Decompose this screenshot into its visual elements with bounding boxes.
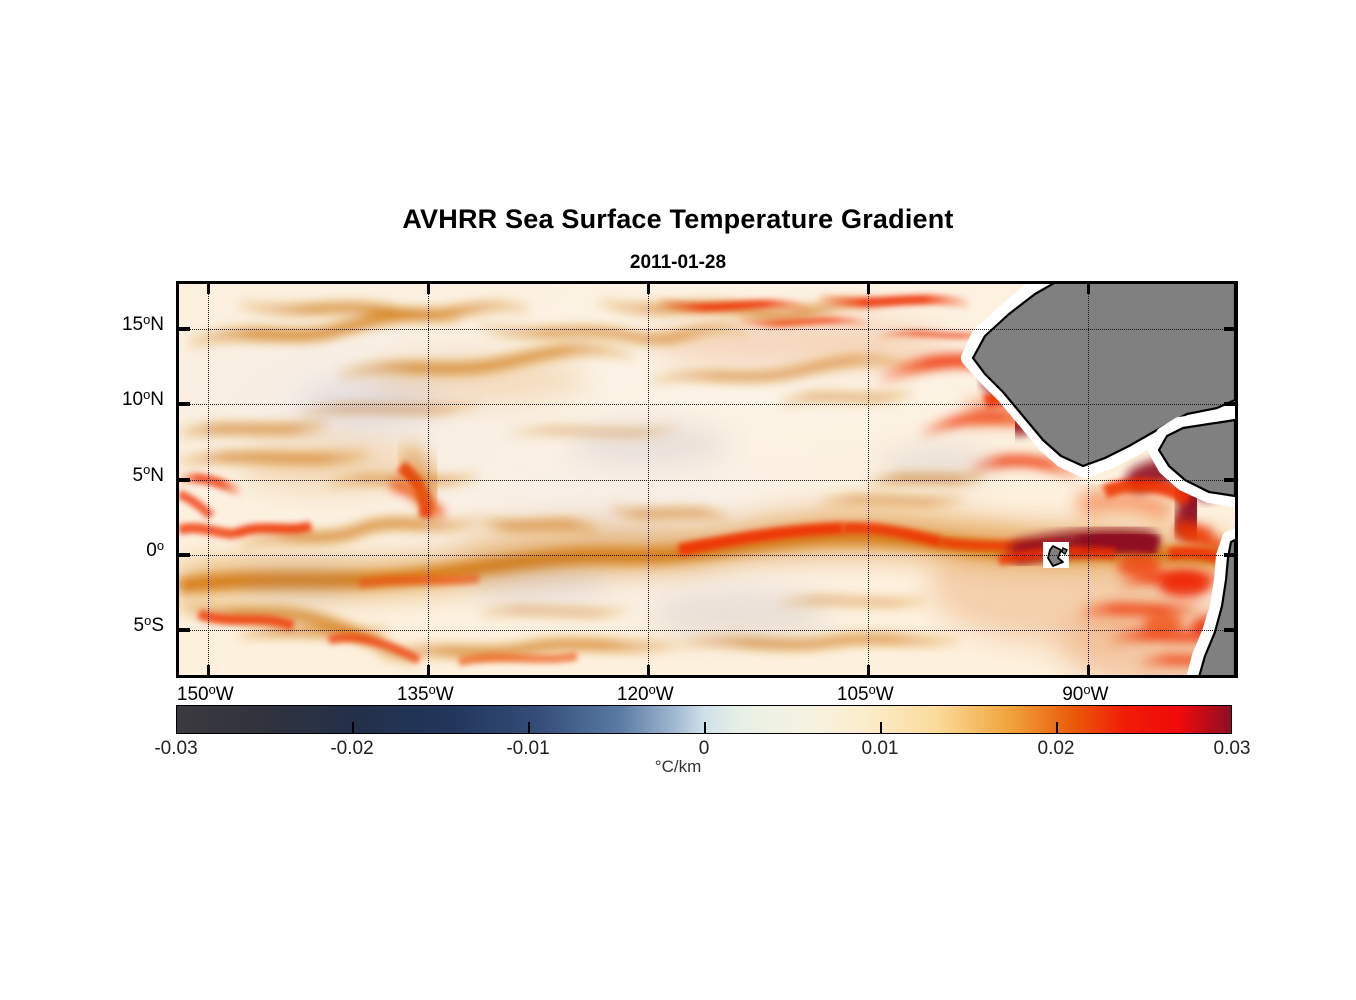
tick-lat (1224, 627, 1235, 632)
tick-lon (1086, 665, 1090, 675)
tick-lat (179, 327, 190, 332)
colorbar-label: 0.01 (861, 738, 899, 759)
x-tick-label: 135oW (396, 681, 454, 705)
y-tick-label: 0o (146, 537, 164, 561)
x-tick-label: 90oW (1062, 681, 1109, 705)
y-tick-label: 10oN (121, 387, 164, 411)
y-tick-label: 5oS (133, 612, 164, 636)
x-tick-label: 105oW (836, 681, 894, 705)
colorbar-tick (352, 722, 354, 733)
tick-lon (1086, 284, 1090, 294)
map-axes (176, 281, 1238, 678)
tick-lon (866, 284, 870, 294)
colorbar-label: 0.03 (1213, 738, 1251, 759)
y-tick-label: 5oN (132, 462, 165, 486)
colorbar (176, 705, 1232, 734)
land-south-america (1186, 529, 1235, 675)
tick-lat (179, 477, 190, 482)
tick-lat (1224, 402, 1235, 407)
colorbar-label: 0.02 (1037, 738, 1075, 759)
colorbar-tick (1056, 722, 1058, 733)
colorbar-unit-label: °C/km (654, 757, 702, 776)
colorbar-tick (528, 722, 530, 733)
tick-lon (866, 665, 870, 675)
colorbar-label: -0.01 (506, 738, 550, 759)
tick-lat (1224, 552, 1235, 557)
tick-lon (206, 284, 210, 294)
land-galapagos (1043, 542, 1069, 568)
colorbar-label: -0.02 (330, 738, 374, 759)
sst-gradient-field (179, 284, 1235, 675)
colorbar-tick (880, 722, 882, 733)
tick-lat (179, 552, 190, 557)
colorbar-label: 0 (698, 738, 710, 759)
colorbar-label: -0.03 (154, 738, 198, 759)
tick-lon (646, 284, 650, 294)
tick-lon (426, 284, 430, 294)
land-isthmus-panama (1148, 409, 1235, 507)
tick-lat (179, 627, 190, 632)
tick-lon (426, 665, 430, 675)
tick-lon (646, 665, 650, 675)
chart-title: AVHRR Sea Surface Temperature Gradient (402, 204, 954, 234)
tick-lat (1224, 477, 1235, 482)
colorbar-tick (704, 722, 706, 733)
tick-lat (179, 402, 190, 407)
tick-lon (206, 665, 210, 675)
x-tick-label: 120oW (616, 681, 674, 705)
x-tick-label: 150oW (176, 681, 234, 705)
tick-lat (1224, 327, 1235, 332)
map-plot-area (179, 284, 1235, 675)
chart-subtitle: 2011-01-28 (629, 252, 727, 273)
y-tick-label: 15oN (121, 311, 164, 336)
